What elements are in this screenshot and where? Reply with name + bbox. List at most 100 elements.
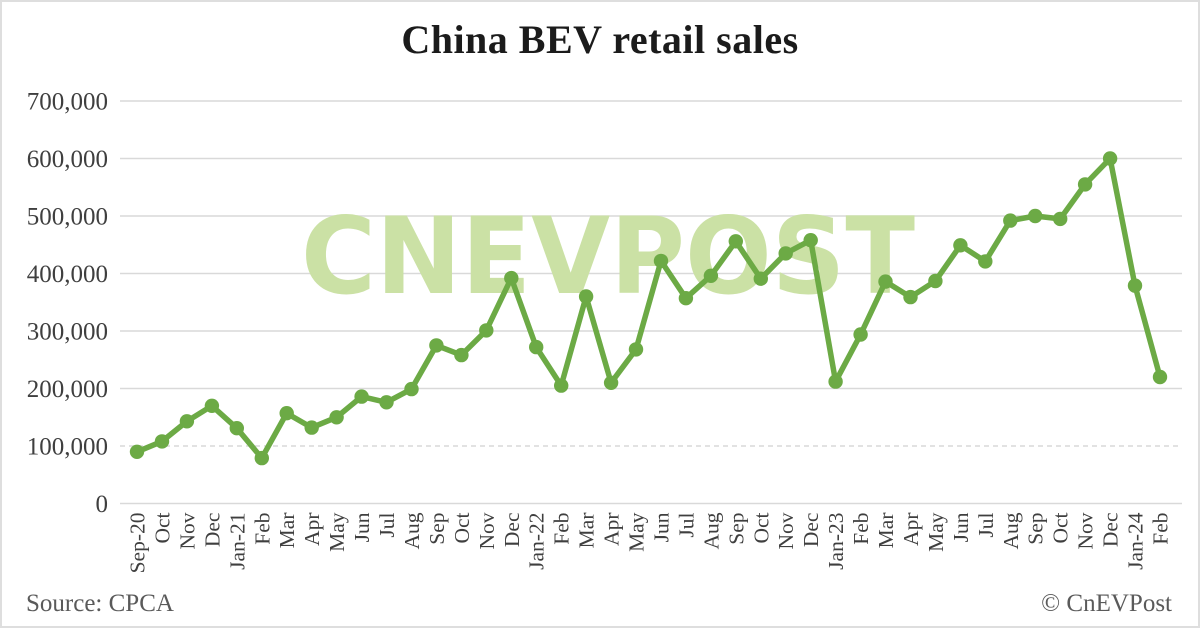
y-axis-tick-label: 200,000 xyxy=(27,376,108,403)
data-point-marker xyxy=(578,289,594,304)
x-axis-tick-label: Aug xyxy=(400,512,424,549)
x-axis-tick-label: Dec xyxy=(1099,513,1123,548)
x-axis-tick-label: Feb xyxy=(1149,513,1173,545)
x-axis-tick-label: Jun xyxy=(350,512,374,542)
data-point-marker xyxy=(703,268,719,283)
data-point-marker xyxy=(179,414,195,429)
data-point-marker xyxy=(753,271,768,286)
x-axis-tick-label: Feb xyxy=(849,513,873,545)
data-point-marker xyxy=(928,273,943,289)
x-axis-labels: Sep-20 Oct Nov Dec Jan-21 Feb Mar Apr May Jun Jul A… xyxy=(126,512,1173,573)
x-axis-tick-label: Oct xyxy=(1049,512,1073,543)
source-note: Source: CPCA xyxy=(26,590,174,617)
y-axis-tick-label: 300,000 xyxy=(27,319,108,346)
data-point-marker xyxy=(429,338,444,353)
x-axis-tick-label: Jan-21 xyxy=(225,513,249,570)
data-point-marker xyxy=(354,389,369,404)
x-axis-tick-label: Jul xyxy=(375,512,399,537)
x-axis-tick-label: Jan-22 xyxy=(525,513,549,570)
x-axis-tick-label: Feb xyxy=(250,513,274,545)
x-axis-tick-label: Jun xyxy=(649,512,673,542)
y-axis-labels: 0 100,000 200,000 300,000 400,000 500,000 600,… xyxy=(27,89,108,519)
data-point-marker xyxy=(1053,211,1068,227)
data-point-marker xyxy=(628,342,644,357)
data-point-marker xyxy=(1003,213,1018,228)
data-point-marker xyxy=(404,381,419,397)
x-axis-tick-label: Jun xyxy=(949,512,973,542)
x-axis-tick-label: Aug xyxy=(699,512,723,549)
y-axis-tick-label: 500,000 xyxy=(27,204,108,231)
data-point-marker xyxy=(554,378,569,393)
y-axis-tick-label: 600,000 xyxy=(27,146,108,173)
x-axis-tick-label: Mar xyxy=(874,513,898,549)
y-axis-tick-label: 100,000 xyxy=(27,434,108,461)
x-axis-tick-label: Oct xyxy=(450,512,474,543)
data-point-marker xyxy=(903,289,918,305)
x-axis-tick-label: Apr xyxy=(300,513,324,546)
data-point-marker xyxy=(479,323,494,338)
data-point-marker xyxy=(229,421,244,436)
x-axis-tick-label: Dec xyxy=(799,513,823,548)
y-axis-tick-label: 700,000 xyxy=(27,89,108,116)
x-axis-tick-label: Dec xyxy=(200,513,224,548)
data-point-marker xyxy=(953,238,968,253)
data-point-marker xyxy=(454,347,469,363)
x-axis-tick-label: Sep xyxy=(724,513,748,545)
y-axis-tick-label: 400,000 xyxy=(27,261,108,288)
data-point-marker xyxy=(204,398,220,413)
x-axis-tick-label: Nov xyxy=(475,512,499,549)
x-axis-tick-label: Oct xyxy=(749,512,773,543)
x-axis-tick-label: Feb xyxy=(550,513,574,545)
x-axis-tick-label: Apr xyxy=(600,513,624,546)
data-point-marker xyxy=(878,274,893,289)
x-axis-tick-label: Jul xyxy=(674,512,698,537)
chart-title: China BEV retail sales xyxy=(401,17,799,62)
x-axis-tick-label: May xyxy=(924,512,948,552)
data-series-layer xyxy=(129,151,1168,466)
data-point-marker xyxy=(728,234,743,249)
data-point-marker xyxy=(1127,278,1143,293)
data-point-marker xyxy=(1077,177,1093,192)
data-point-marker xyxy=(653,253,669,269)
x-axis-tick-label: Dec xyxy=(500,513,524,548)
x-axis-tick-label: Sep-20 xyxy=(126,513,150,574)
data-point-marker xyxy=(778,246,793,261)
data-point-marker xyxy=(529,339,544,355)
x-axis-tick-label: Nov xyxy=(1074,512,1098,549)
data-point-marker xyxy=(1028,208,1043,224)
brand-credit: © CnEVPost xyxy=(1041,590,1172,617)
x-axis-tick-label: Jan-24 xyxy=(1124,512,1148,570)
x-axis-tick-label: Oct xyxy=(150,512,174,543)
x-axis-tick-label: Nov xyxy=(175,512,199,549)
data-point-marker xyxy=(329,410,344,425)
x-axis-tick-label: Mar xyxy=(575,513,599,549)
x-axis-tick-label: Mar xyxy=(275,513,299,549)
data-point-marker xyxy=(1152,369,1168,385)
data-point-marker xyxy=(254,450,269,466)
data-point-marker xyxy=(304,420,319,435)
data-point-marker xyxy=(603,375,619,390)
x-axis-tick-label: May xyxy=(625,512,649,552)
data-point-marker xyxy=(279,406,294,421)
y-axis-tick-label: 0 xyxy=(96,491,109,518)
data-point-marker xyxy=(1102,151,1118,166)
x-axis-tick-label: May xyxy=(325,512,349,552)
data-point-marker xyxy=(154,434,170,449)
x-axis-tick-label: Apr xyxy=(899,513,923,546)
data-point-marker xyxy=(978,254,993,269)
data-point-marker xyxy=(828,374,843,389)
x-axis-tick-label: Nov xyxy=(774,512,798,549)
x-axis-tick-label: Jan-23 xyxy=(824,513,848,570)
data-point-marker xyxy=(678,291,694,306)
data-point-marker xyxy=(803,233,818,248)
x-axis-tick-label: Jul xyxy=(974,512,998,537)
data-point-marker xyxy=(853,327,868,342)
data-point-marker xyxy=(379,395,394,410)
x-axis-tick-label: Sep xyxy=(425,513,449,545)
data-point-marker xyxy=(504,270,519,286)
data-point-marker xyxy=(129,444,145,459)
x-axis-tick-label: Sep xyxy=(1024,513,1048,545)
x-axis-tick-label: Aug xyxy=(999,512,1023,549)
